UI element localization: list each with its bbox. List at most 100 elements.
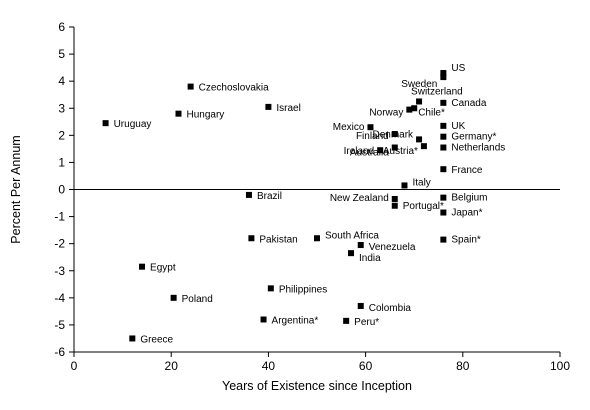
point-label: Chile* — [418, 107, 445, 118]
point-label: Japan* — [451, 208, 482, 219]
x-tick-label: 0 — [71, 359, 78, 373]
data-point — [391, 144, 398, 151]
point-label: Germany* — [451, 132, 496, 143]
y-tick-label: -2 — [54, 237, 65, 251]
y-tick-label: 4 — [58, 74, 65, 88]
data-point — [440, 144, 447, 151]
point-label: Austria* — [383, 146, 418, 157]
point-label: Pakistan — [259, 234, 297, 245]
point-label: Greece — [140, 334, 173, 345]
data-points — [102, 70, 447, 342]
data-point — [440, 99, 447, 106]
point-label: South Africa — [325, 230, 379, 241]
point-label: Finland — [356, 131, 389, 142]
point-label: Sweden — [401, 79, 437, 90]
y-tick-label: 5 — [58, 47, 65, 61]
point-label: Hungary — [186, 110, 224, 121]
data-point — [348, 250, 355, 257]
data-point — [440, 209, 447, 216]
data-point — [314, 235, 320, 242]
y-tick-label: 3 — [58, 101, 65, 115]
x-tick-label: 80 — [456, 359, 470, 373]
point-label: Netherlands — [451, 143, 505, 154]
point-label: Poland — [182, 294, 213, 305]
data-point — [440, 122, 447, 129]
x-tick-label: 60 — [359, 359, 373, 373]
data-point — [401, 182, 408, 189]
point-label: Brazil — [257, 191, 282, 202]
data-point — [187, 83, 194, 90]
data-point — [440, 194, 447, 201]
y-tick-label: 1 — [58, 155, 65, 169]
point-label: Canada — [451, 98, 486, 109]
data-point — [411, 105, 418, 112]
data-point — [440, 74, 447, 81]
x-tick-label: 100 — [550, 359, 570, 373]
data-point — [391, 202, 398, 209]
point-label: US — [451, 63, 465, 74]
point-label: UK — [451, 121, 465, 132]
data-point — [260, 316, 267, 323]
point-label: Peru* — [354, 317, 379, 328]
point-label: Italy — [412, 177, 430, 188]
y-tick-label: -6 — [54, 345, 65, 359]
data-point — [391, 195, 398, 202]
data-point — [175, 110, 182, 117]
data-point — [377, 147, 384, 154]
point-label: Ireland — [344, 146, 375, 157]
data-point — [245, 191, 252, 198]
y-tick-label: 6 — [58, 20, 65, 34]
data-point — [129, 335, 136, 342]
axes: 0 20 40 60 80 100 -6 -5 -4 -3 -2 -1 0 1 2 3 4 5 6 — [54, 20, 570, 373]
y-tick-label: -1 — [54, 210, 65, 224]
data-point — [420, 143, 427, 150]
data-point — [343, 317, 350, 324]
data-point — [416, 136, 423, 143]
point-label: Uruguay — [114, 119, 152, 130]
data-point — [139, 263, 146, 270]
data-point — [416, 98, 423, 105]
data-point — [267, 285, 274, 292]
point-label: India — [359, 253, 381, 264]
data-point — [367, 124, 374, 131]
point-label: Switzerland — [411, 86, 463, 97]
point-label: Norway — [369, 108, 403, 119]
point-label: France — [451, 165, 483, 176]
data-point — [357, 302, 364, 309]
point-label: Australia — [350, 148, 389, 159]
data-point — [440, 236, 447, 243]
point-label: Spain* — [451, 235, 481, 246]
point-label: Philippines — [279, 284, 327, 295]
point-label: Argentina* — [272, 316, 319, 327]
data-point — [357, 242, 364, 249]
x-tick-label: 40 — [262, 359, 276, 373]
point-label: Mexico — [333, 122, 365, 133]
point-label: Venezuela — [369, 242, 416, 253]
x-tick-label: 20 — [165, 359, 179, 373]
data-point — [440, 70, 447, 77]
data-point — [102, 120, 109, 127]
y-tick-label: -5 — [54, 318, 65, 332]
point-label: New Zealand — [330, 193, 389, 204]
point-label: Israel — [276, 103, 300, 114]
point-label: Egypt — [150, 263, 176, 274]
y-tick-label: -3 — [54, 264, 65, 278]
data-point — [406, 106, 413, 113]
point-labels: Uruguay Czechoslovakia Hungary Israel Brazil… — [114, 63, 506, 345]
point-label: Czechoslovakia — [199, 83, 269, 94]
point-label: Belgium — [451, 193, 487, 204]
y-tick-label: 2 — [58, 128, 65, 142]
point-label: Colombia — [369, 303, 412, 314]
point-label: Denmark — [372, 129, 414, 140]
data-point — [170, 294, 177, 301]
data-point — [440, 166, 447, 173]
data-point — [391, 130, 398, 137]
y-tick-label: 0 — [58, 183, 65, 197]
point-label: Portugal* — [403, 201, 444, 212]
y-axis-title: Percent Per Annum — [9, 135, 23, 243]
data-point — [248, 235, 255, 242]
data-point — [265, 103, 272, 110]
y-tick-label: -4 — [54, 291, 65, 305]
x-axis-title: Years of Existence since Inception — [222, 379, 412, 393]
